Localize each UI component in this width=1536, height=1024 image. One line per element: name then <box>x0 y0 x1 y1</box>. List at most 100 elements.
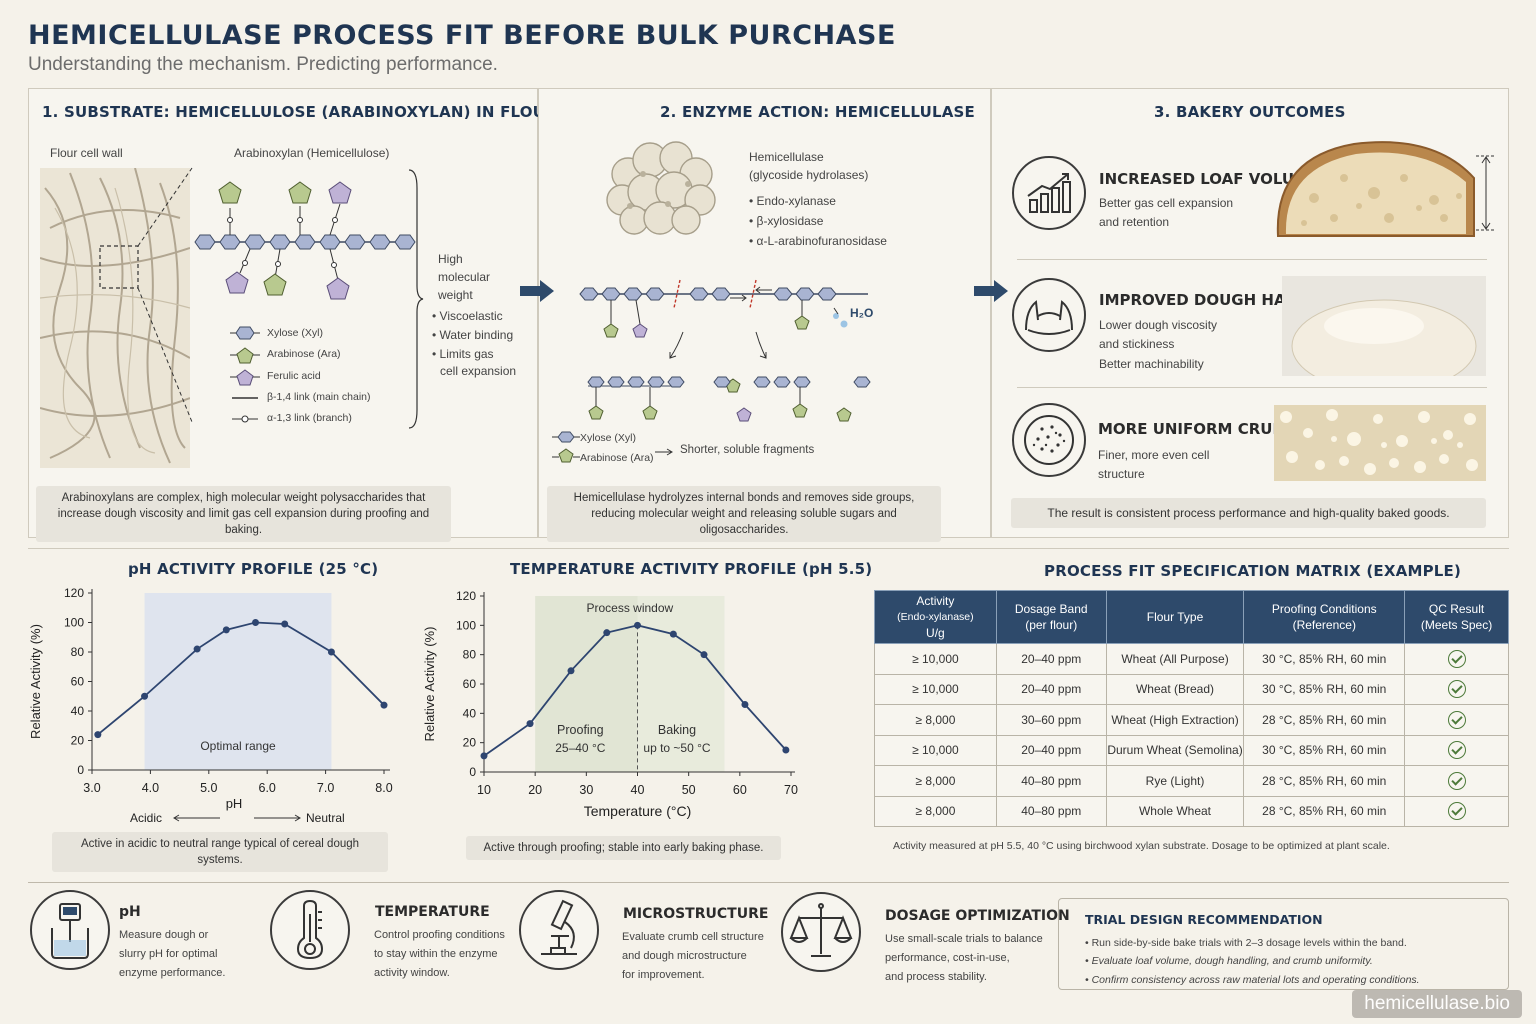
ph-data-point <box>380 701 388 709</box>
arrow-to-enzyme-icon <box>520 280 554 302</box>
matrix-cell: Whole Wheat <box>1105 795 1245 827</box>
checkmark-icon <box>1447 710 1466 729</box>
matrix-cell: 28 °C, 85% RH, 60 min <box>1243 795 1406 827</box>
ph-x-tick-label: 4.0 <box>142 781 159 795</box>
factor-microstructure-desc-2: and dough microstructure <box>622 950 747 962</box>
trial-item-1: • Run side-by-side bake trials with 2–3 … <box>1085 937 1407 949</box>
ph-y-tick-label: 40 <box>71 704 85 718</box>
outcome-uniform-crumb-desc-1: Finer, more even cell <box>1098 448 1210 462</box>
crumb-dots-icon <box>1012 403 1086 477</box>
dough-ball-image <box>1282 276 1486 376</box>
ph-chart-caption: Active in acidic to neutral range typica… <box>52 832 388 872</box>
outcome-loaf-volume-desc-1: Better gas cell expansion <box>1099 196 1234 210</box>
matrix-cell: ≥ 10,000 <box>874 673 997 705</box>
matrix-qc-cell <box>1404 795 1509 827</box>
proofing-band <box>535 596 638 772</box>
temp-data-point <box>782 746 790 754</box>
temp-x-tick-label: 40 <box>631 783 645 797</box>
enzyme-legend-arabinose: Arabinose (Ara) <box>580 452 654 464</box>
arabinoxylan-label: Arabinoxylan (Hemicellulose) <box>234 146 390 160</box>
matrix-cell: ≥ 8,000 <box>874 704 997 736</box>
matrix-header-line: Flour Type <box>1146 610 1204 624</box>
outcome-loaf-volume-desc-2: and retention <box>1099 215 1170 229</box>
outcomes-panel-title: 3. BAKERY OUTCOMES <box>1154 103 1346 121</box>
factor-dosage-desc-2: performance, cost-in-use, <box>885 952 1010 964</box>
property-water-binding: • Water binding <box>432 328 514 342</box>
matrix-cell: 30 °C, 85% RH, 60 min <box>1243 673 1406 705</box>
matrix-header-line: Proofing Conditions <box>1271 602 1377 616</box>
matrix-title: PROCESS FIT SPECIFICATION MATRIX (EXAMPL… <box>1044 562 1462 580</box>
matrix-row: ≥ 8,000 30–60 ppm Wheat (High Extraction) 2… <box>874 704 1509 736</box>
matrix-cell: ≥ 10,000 <box>874 643 997 675</box>
temp-y-tick-label: 100 <box>456 618 476 632</box>
matrix-cell: 28 °C, 85% RH, 60 min <box>1243 704 1406 736</box>
temp-data-point <box>669 630 677 638</box>
balance-scale-icon <box>781 892 861 972</box>
ph-y-tick-label: 120 <box>64 586 84 600</box>
matrix-header-cell: Flour Type <box>1105 590 1245 644</box>
ph-data-point <box>252 619 260 626</box>
volume-arrow-icon <box>1476 155 1496 231</box>
matrix-row: ≥ 10,000 20–40 ppm Durum Wheat (Semolina) 3… <box>874 734 1509 766</box>
checkmark-icon <box>1447 680 1466 699</box>
legend-arabinose: Arabinose (Ara) <box>267 348 341 360</box>
matrix-cell: ≥ 10,000 <box>874 734 997 766</box>
ph-x-axis-label: pH <box>226 796 243 811</box>
matrix-row: ≥ 10,000 20–40 ppm Wheat (All Purpose) 30 °… <box>874 643 1509 675</box>
matrix-header-cell: Activity (Endo-xylanase) U/g <box>874 590 997 644</box>
temp-chart-caption: Active through proofing; stable into ear… <box>466 836 781 860</box>
matrix-header-line: (Reference) <box>1292 618 1356 632</box>
trial-item-3: • Confirm consistency across raw materia… <box>1085 974 1420 986</box>
trial-item-2: • Evaluate loaf volume, dough handling, … <box>1085 955 1373 967</box>
hands-dough-icon <box>1012 278 1086 352</box>
matrix-cell: Rye (Light) <box>1105 765 1245 797</box>
zoom-connector-lines <box>137 167 193 423</box>
factor-ph-desc-2: slurry pH for optimal <box>119 948 218 960</box>
temp-data-point <box>567 667 575 675</box>
substrate-caption: Arabinoxylans are complex, high molecula… <box>36 486 451 542</box>
temp-y-tick-label: 120 <box>456 589 476 603</box>
matrix-row: ≥ 8,000 40–80 ppm Whole Wheat 28 °C, 85% RH… <box>874 795 1509 827</box>
checkmark-icon <box>1447 771 1466 790</box>
ph-x-tick-label: 7.0 <box>317 781 334 795</box>
ph-x-tick-label: 6.0 <box>259 781 276 795</box>
legend-alpha-link: α-1,3 link (branch) <box>267 412 352 424</box>
ph-chart-title: pH ACTIVITY PROFILE (25 °C) <box>128 560 379 578</box>
enzyme-panel-title: 2. ENZYME ACTION: HEMICELLULASE <box>660 103 975 121</box>
matrix-row: ≥ 10,000 20–40 ppm Wheat (Bread) 30 °C, 85%… <box>874 673 1509 705</box>
outcome-dough-handling-desc-3: Better machinability <box>1099 357 1204 371</box>
matrix-cell: 30 °C, 85% RH, 60 min <box>1243 734 1406 766</box>
high-mw-label-1: High <box>438 252 463 266</box>
water-label: H₂O <box>850 306 874 320</box>
outcome-uniform-crumb-desc-2: structure <box>1098 467 1145 481</box>
matrix-header-line: (Endo-xylanase) <box>897 611 974 623</box>
checkmark-icon <box>1447 649 1466 668</box>
process-window-label: Process window <box>586 601 673 615</box>
temp-chart-title: TEMPERATURE ACTIVITY PROFILE (pH 5.5) <box>510 560 873 578</box>
matrix-header-cell: Proofing Conditions (Reference) <box>1243 590 1406 644</box>
matrix-header-line: U/g <box>926 626 945 640</box>
outcome-uniform-crumb-title: MORE UNIFORM CRUMB <box>1098 420 1299 438</box>
microscope-icon <box>519 890 599 970</box>
enzyme-hydrolysis-diagram <box>579 279 871 422</box>
temp-x-tick-label: 10 <box>477 783 491 797</box>
matrix-cell: 20–40 ppm <box>995 734 1107 766</box>
factor-dosage-title: DOSAGE OPTIMIZATION <box>885 908 1070 924</box>
neutral-arrow-head <box>294 814 301 822</box>
high-mw-label-2: molecular <box>438 270 491 284</box>
fragments-arrow-icon <box>655 448 673 456</box>
matrix-qc-cell <box>1404 643 1509 675</box>
flour-cell-wall-label: Flour cell wall <box>50 146 123 160</box>
temp-y-tick-label: 60 <box>463 677 477 691</box>
ph-x-tick-label: 8.0 <box>375 781 392 795</box>
property-cell-expansion: cell expansion <box>440 364 517 378</box>
ph-meter-icon <box>30 890 110 970</box>
proofing-label: Proofing <box>557 723 604 737</box>
substrate-legend-symbols <box>230 326 260 423</box>
temp-x-tick-label: 20 <box>528 783 542 797</box>
ph-data-point <box>94 731 102 739</box>
acidic-label: Acidic <box>130 811 162 825</box>
matrix-cell: ≥ 8,000 <box>874 765 997 797</box>
baking-range-label: up to ~50 °C <box>643 741 711 755</box>
ph-y-tick-label: 80 <box>71 645 85 659</box>
